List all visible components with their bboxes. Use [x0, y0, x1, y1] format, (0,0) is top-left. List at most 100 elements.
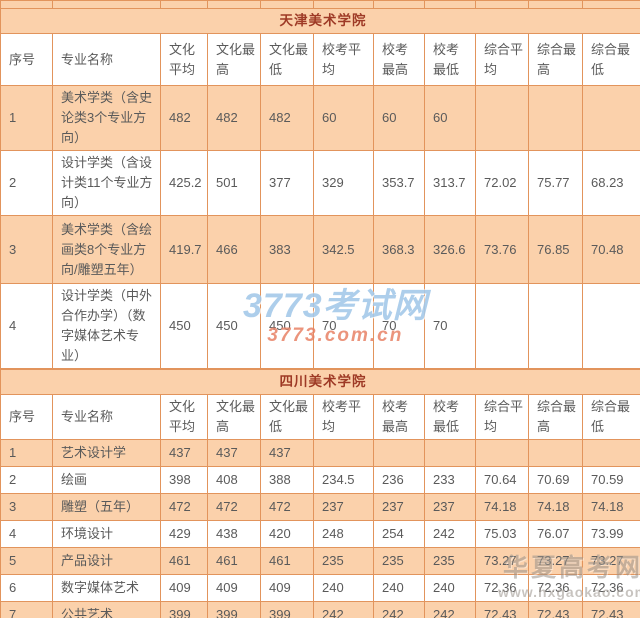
school-band-sichuan: 四川美术学院 — [0, 369, 640, 395]
table-cell: 76.07 — [528, 520, 583, 548]
header-cell: 文化平均 — [160, 394, 208, 440]
table-cell: 2 — [0, 150, 53, 216]
table-cell: 2 — [0, 466, 53, 494]
table-cell: 237 — [373, 493, 425, 521]
header-row: 序号 专业名称 文化平均 文化最高 文化最低 校考平均 校考最高 校考最低 综合平均 综合最高 综合… — [0, 33, 640, 86]
table-cell: 501 — [207, 150, 261, 216]
table-cell: 482 — [260, 85, 314, 151]
table-cell: 4 — [0, 283, 53, 369]
header-cell: 综合最高 — [528, 33, 583, 86]
table-cell: 466 — [207, 215, 261, 284]
table-cell: 6 — [0, 574, 53, 602]
table-cell: 72.36 — [528, 574, 583, 602]
table-cell: 472 — [260, 493, 314, 521]
table-cell: 237 — [313, 493, 374, 521]
table-cell: 数字媒体艺术 — [52, 574, 161, 602]
table-cell: 353.7 — [373, 150, 425, 216]
table-cell: 73.27 — [528, 547, 583, 575]
header-cell: 校考最低 — [424, 33, 476, 86]
table-cell: 450 — [160, 283, 208, 369]
table-cell: 472 — [160, 493, 208, 521]
header-cell: 校考平均 — [313, 394, 374, 440]
table-cell: 240 — [313, 574, 374, 602]
table-cell: 313.7 — [424, 150, 476, 216]
table-cell: 399 — [260, 601, 314, 618]
table-row: 2 设计学类（含设计类11个专业方向） 425.2 501 377 329 353.7 313… — [0, 150, 640, 216]
table-cell: 472 — [207, 493, 261, 521]
table-cell: 70.59 — [581, 466, 640, 494]
table-cell — [528, 85, 583, 151]
header-cell: 文化最高 — [207, 394, 261, 440]
table-cell: 242 — [424, 520, 476, 548]
table-cell: 1 — [0, 439, 53, 467]
table-cell: 72.43 — [528, 601, 583, 618]
table-cell: 420 — [260, 520, 314, 548]
table-cell: 74.18 — [528, 493, 583, 521]
table-cell: 429 — [160, 520, 208, 548]
table-cell: 450 — [207, 283, 261, 369]
table-cell: 3 — [0, 215, 53, 284]
table-cell — [528, 0, 583, 9]
table-cell: 461 — [160, 547, 208, 575]
table-cell: 482 — [207, 85, 261, 151]
table-cell: 242 — [313, 601, 374, 618]
table-cell: 75.03 — [475, 520, 529, 548]
header-row: 序号 专业名称 文化平均 文化最高 文化最低 校考平均 校考最高 校考最低 综合平均 综合最高 综合… — [0, 394, 640, 440]
table-cell — [475, 0, 529, 9]
table-cell: 74.18 — [475, 493, 529, 521]
header-cell: 综合平均 — [475, 33, 529, 86]
table-cell: 60 — [424, 85, 476, 151]
table-cell: 产品设计 — [52, 547, 161, 575]
table-row: 4 环境设计 429 438 420 248 254 242 75.03 76.07 73.99 — [0, 520, 640, 548]
table-cell: 368.3 — [373, 215, 425, 284]
table-cell: 377 — [260, 150, 314, 216]
table-cell: 342.5 — [313, 215, 374, 284]
table-cell: 公共艺术 — [52, 601, 161, 618]
table-cell — [313, 439, 374, 467]
table-cell: 235 — [313, 547, 374, 575]
table-cell: 437 — [160, 439, 208, 467]
header-cell: 文化平均 — [160, 33, 208, 86]
table-cell: 72.36 — [581, 574, 640, 602]
table-row: 5 产品设计 461 461 461 235 235 235 73.27 73.27 73.27 — [0, 547, 640, 575]
header-cell: 校考最高 — [373, 33, 425, 86]
table-cell: 68.23 — [582, 150, 640, 216]
table-cell — [0, 0, 53, 9]
table-cell — [475, 283, 529, 369]
table-cell: 70 — [373, 283, 425, 369]
table-row: 3 雕塑（五年） 472 472 472 237 237 237 74.18 74.18 74.18 — [0, 493, 640, 521]
table-cell: 388 — [260, 466, 314, 494]
table-row: 2 绘画 398 408 388 234.5 236 233 70.64 70.69 70.59 — [0, 466, 640, 494]
table-cell: 329 — [313, 150, 374, 216]
table-row: 6 数字媒体艺术 409 409 409 240 240 240 72.36 72.36 72.36 — [0, 574, 640, 602]
table-cell: 绘画 — [52, 466, 161, 494]
school-band-tianjin: 天津美术学院 — [0, 8, 640, 34]
table-cell: 409 — [160, 574, 208, 602]
table-cell: 70 — [313, 283, 374, 369]
table-cell: 399 — [160, 601, 208, 618]
table-cell — [581, 439, 640, 467]
table-cell: 236 — [373, 466, 425, 494]
header-cell: 文化最低 — [260, 33, 314, 86]
table-cell: 419.7 — [160, 215, 208, 284]
table-cell: 233 — [424, 466, 476, 494]
table-cell — [424, 0, 476, 9]
table-cell: 75.77 — [528, 150, 583, 216]
table-cell: 72.43 — [581, 601, 640, 618]
table-cell — [260, 0, 314, 9]
header-cell: 文化最低 — [260, 394, 314, 440]
table-cell — [475, 439, 529, 467]
table-cell: 234.5 — [313, 466, 374, 494]
table-cell — [373, 439, 425, 467]
table-cell: 72.02 — [475, 150, 529, 216]
table-cell: 73.27 — [475, 547, 529, 575]
table-cell — [582, 283, 640, 369]
table-cell: 438 — [207, 520, 261, 548]
header-cell: 序号 — [0, 394, 53, 440]
table-cell: 437 — [260, 439, 314, 467]
header-cell: 校考最低 — [424, 394, 476, 440]
score-table-tianjin: 天津美术学院 序号 专业名称 文化平均 文化最高 文化最低 校考平均 校考最高 校考最低 综合平均… — [0, 0, 640, 369]
table-cell — [52, 0, 161, 9]
cropped-row-top — [0, 0, 640, 9]
